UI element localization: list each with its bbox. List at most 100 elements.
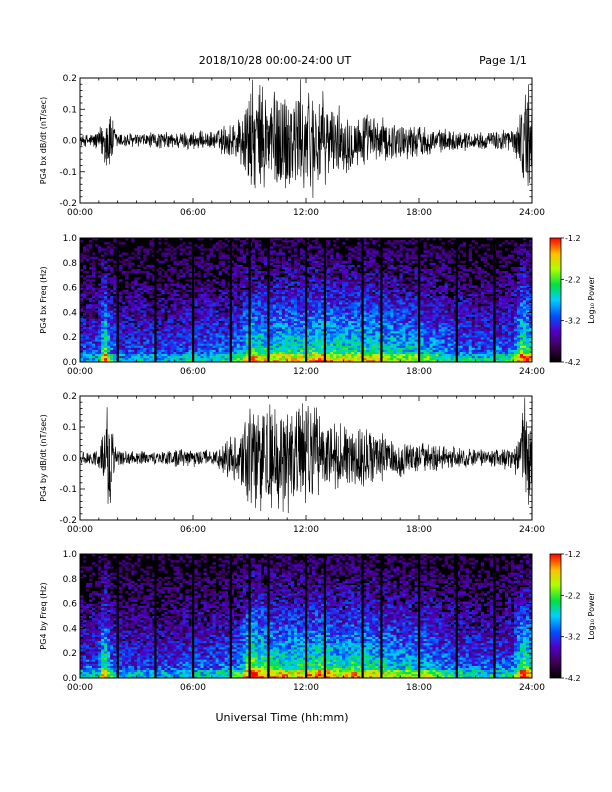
spectrogram-cell [200, 316, 204, 319]
spectrogram-cell [155, 293, 159, 297]
spectrogram-cell [290, 359, 295, 363]
spectrogram-cell [149, 351, 153, 355]
spectrogram-cell [137, 300, 141, 303]
spectrogram-cell [378, 279, 382, 282]
spectrogram-cell [98, 308, 102, 311]
spectrogram-cell [185, 357, 189, 361]
spectrogram-cell [107, 291, 111, 295]
spectrogram-cell [218, 271, 222, 274]
spectrogram-cell [254, 308, 259, 311]
spectrogram-cell [296, 304, 301, 307]
spectrogram-cell [315, 339, 319, 342]
spectrogram-cell [342, 314, 346, 317]
spectrogram-cell [215, 331, 219, 334]
spectrogram-cell [269, 351, 274, 355]
spectrogram-cell [296, 316, 301, 319]
spectrogram-cell [218, 252, 222, 255]
spectrogram-cell [393, 357, 397, 361]
spectrogram-cell [182, 275, 186, 278]
spectrogram-cell [203, 262, 207, 266]
spectrogram-cell [327, 337, 331, 340]
spectrogram-cell [197, 335, 201, 338]
spectrogram-cell [197, 316, 201, 319]
spectrogram-cell [98, 322, 102, 326]
spectrogram-cell [137, 295, 141, 299]
spectrogram-cell [140, 355, 144, 359]
spectrogram-cell [146, 328, 150, 332]
spectrogram-cell [125, 316, 129, 319]
spectrogram-cell [384, 291, 388, 295]
spectrogram-cell [272, 306, 277, 309]
spectrogram-cell [164, 333, 168, 336]
spectrogram-cell [263, 347, 268, 350]
spectrogram-cell [173, 357, 177, 361]
spectrogram-cell [134, 312, 138, 315]
spectrogram-cell [263, 331, 268, 334]
spectrogram-cell [345, 269, 349, 272]
spectrogram-cell [366, 310, 370, 313]
spectrogram-cell [200, 337, 204, 340]
spectrogram-cell [254, 277, 259, 280]
spectrogram-cell [245, 335, 250, 338]
spectrogram-cell [140, 322, 144, 326]
spectrogram-cell [257, 306, 262, 309]
spectrogram-cell [363, 351, 367, 355]
spectrogram-cell [357, 331, 361, 334]
spectrogram-cell [390, 335, 394, 338]
spectrogram-cell [212, 306, 216, 309]
spectrogram-cell [375, 302, 379, 305]
spectrogram-cell [119, 293, 123, 297]
spectrogram-cell [333, 291, 337, 295]
spectrogram-cell [342, 318, 346, 321]
spectrogram-cell [185, 293, 189, 297]
spectrogram-cell [372, 320, 376, 324]
spectrogram-cell [239, 244, 244, 247]
spectrogram-cell [290, 337, 295, 340]
spectrogram-cell [312, 283, 316, 286]
spectrogram-cell [206, 322, 210, 326]
spectrogram-cell [369, 335, 373, 338]
spectrogram-cell [309, 302, 313, 305]
spectrogram-cell [155, 355, 159, 359]
spectrogram-cell [200, 238, 204, 241]
spectrogram-cell [299, 287, 304, 290]
spectrogram-cell [203, 322, 207, 326]
spectrogram-cell [278, 326, 283, 330]
spectrogram-cell [302, 279, 307, 282]
spectrogram-cell [239, 337, 244, 340]
spectrogram-cell [224, 324, 228, 328]
spectrogram-cell [140, 328, 144, 332]
spectrogram-cell [345, 291, 349, 295]
spectrogram-cell [110, 349, 114, 352]
spectrogram-cell [143, 326, 147, 330]
spectrogram-cell [293, 289, 298, 293]
spectrogram-cell [306, 320, 310, 324]
spectrogram-cell [357, 355, 361, 359]
spectrogram-cell [333, 341, 337, 344]
spectrogram-cell [218, 316, 222, 319]
spectrogram-cell [306, 242, 310, 245]
spectrogram-cell [80, 260, 84, 264]
spectrogram-cell [257, 359, 262, 363]
spectrogram-cell [131, 314, 135, 317]
spectrogram-cell [182, 242, 186, 245]
spectrogram-cell [251, 300, 256, 303]
spectrogram-cell [287, 308, 292, 311]
spectrogram-cell [269, 345, 274, 348]
spectrogram-cell [366, 264, 370, 268]
spectrogram-cell [89, 339, 93, 342]
spectrogram-cell [390, 328, 394, 332]
spectrogram-cell [107, 246, 111, 249]
spectrogram-cell [113, 343, 117, 346]
spectrogram-cell [393, 283, 397, 286]
spectrogram-cell [152, 326, 156, 330]
spectrogram-cell [296, 320, 301, 324]
spectrogram-cell [125, 324, 129, 328]
spectrogram-cell [218, 256, 222, 259]
spectrogram-cell [182, 324, 186, 328]
spectrogram-cell [393, 302, 397, 305]
spectrogram-cell [200, 322, 204, 326]
spectrogram-cell [227, 260, 231, 264]
spectrogram-cell [318, 355, 322, 359]
spectrogram-cell [218, 312, 222, 315]
